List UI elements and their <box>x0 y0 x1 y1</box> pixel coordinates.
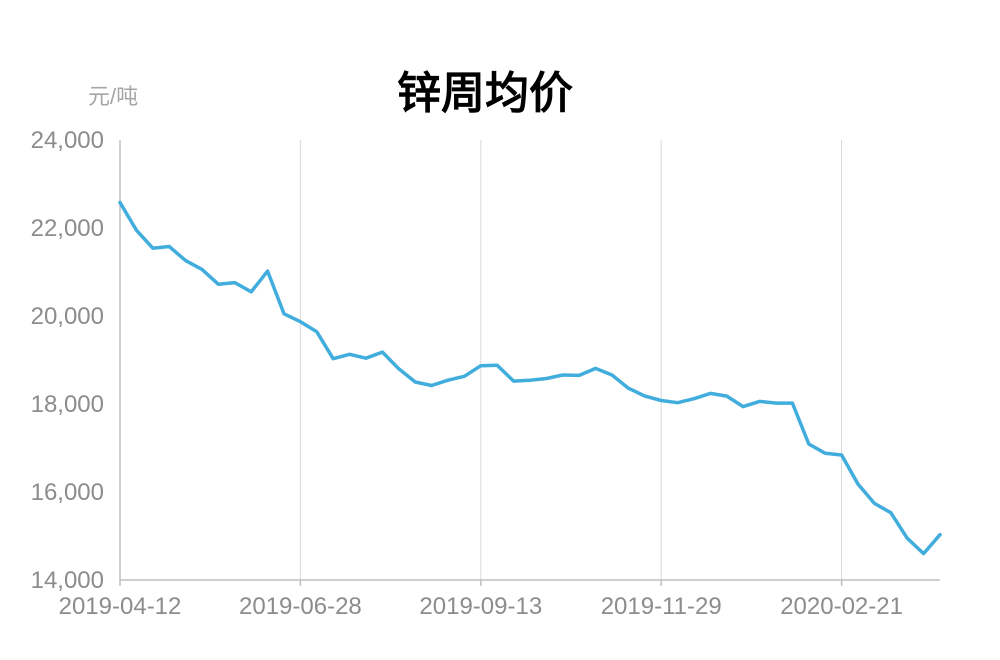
chart-title: 锌周均价 <box>397 68 573 119</box>
y-tick-labels: 24,000 22,000 20,000 18,000 16,000 14,000 <box>31 127 104 594</box>
y-tick-label: 18,000 <box>31 391 104 418</box>
x-tick-label: 2020-02-21 <box>780 593 903 620</box>
y-tick-label: 24,000 <box>31 127 104 154</box>
vertical-gridlines <box>119 140 843 586</box>
x-tick-labels: 2019-04-12 2019-06-28 2019-09-13 2019-11-29… <box>59 593 903 620</box>
y-tick-label: 20,000 <box>31 303 104 330</box>
y-tick-label: 16,000 <box>31 479 104 506</box>
y-axis-unit-label: 元/吨 <box>88 84 138 109</box>
x-tick-label: 2019-06-28 <box>239 593 362 620</box>
series-line-zinc-weekly-price <box>118 200 942 556</box>
y-tick-label: 22,000 <box>31 215 104 242</box>
y-tick-label: 14,000 <box>31 567 104 594</box>
series-layer <box>118 200 942 556</box>
x-tick-label: 2019-09-13 <box>419 593 542 620</box>
x-tick-label: 2019-04-12 <box>59 593 182 620</box>
x-tick-label: 2019-11-29 <box>601 593 722 620</box>
